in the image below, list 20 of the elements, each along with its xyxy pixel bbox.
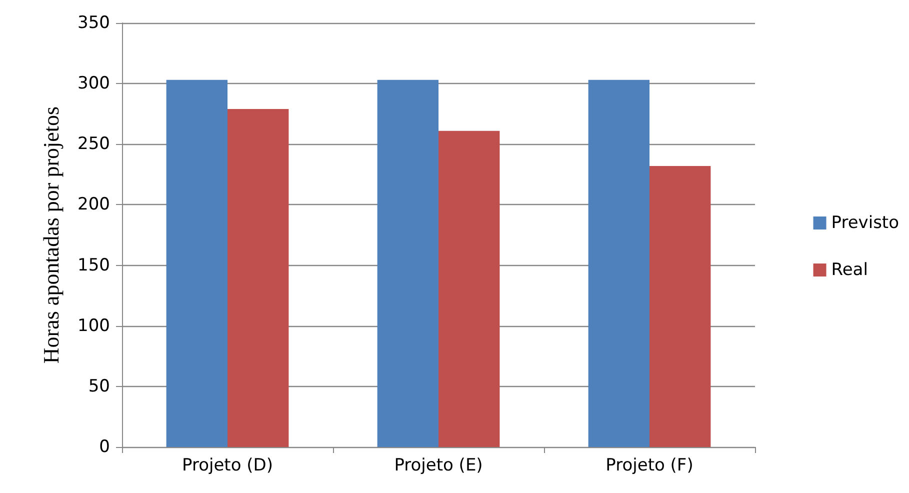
y-tick-label: 200	[78, 194, 110, 215]
y-tick-label: 350	[78, 13, 110, 33]
y-tick-label: 250	[78, 134, 110, 154]
y-tick-label: 300	[78, 74, 110, 94]
x-tick-label: Projeto (F)	[606, 456, 694, 476]
legend-label: Real	[831, 260, 868, 280]
y-tick-label: 100	[78, 316, 110, 336]
bar	[588, 80, 650, 447]
x-tick-label: Projeto (D)	[182, 456, 273, 476]
bar	[650, 166, 711, 447]
y-tick-label: 150	[78, 255, 110, 276]
y-tick-label: 50	[88, 376, 110, 396]
bar	[166, 80, 228, 447]
bar	[438, 130, 500, 447]
bar	[228, 109, 289, 447]
bar	[377, 80, 438, 447]
legend-label: Previsto	[831, 213, 899, 233]
x-tick-label: Projeto (E)	[394, 456, 483, 476]
y-axis-title: Horas apontadas por projetos	[38, 106, 64, 364]
y-tick-label: 0	[99, 437, 110, 457]
